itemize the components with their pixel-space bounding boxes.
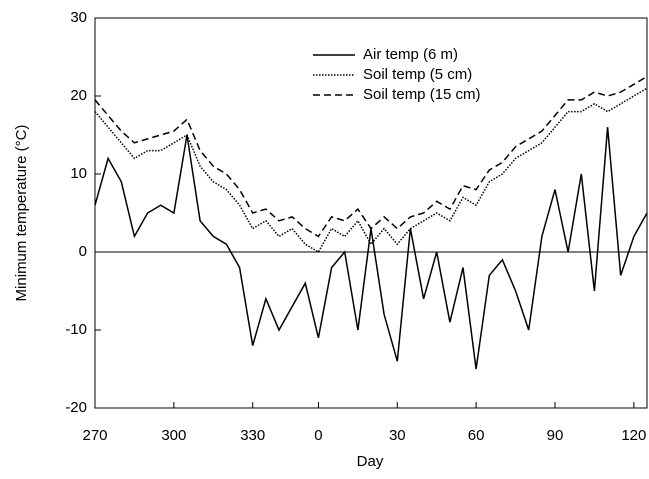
y-tick-label: -20 (65, 399, 87, 416)
series-line (94, 87, 648, 254)
y-tick-label: 20 (70, 87, 87, 104)
legend-label: Air temp (6 m) (363, 46, 458, 63)
y-tick-label: 0 (79, 243, 87, 260)
x-tick-label: 90 (547, 427, 564, 444)
legend-label: Soil temp (15 cm) (363, 86, 481, 103)
x-tick-label: 0 (314, 427, 322, 444)
x-axis-label: Day (357, 453, 384, 470)
x-tick-label: 330 (240, 427, 265, 444)
x-tick-label: 30 (389, 427, 406, 444)
x-tick-label: 60 (468, 427, 485, 444)
legend-label: Soil temp (5 cm) (363, 66, 472, 83)
x-tick-label: 120 (621, 427, 646, 444)
y-axis-label: Minimum temperature (°C) (13, 125, 30, 302)
series-line (94, 75, 648, 238)
x-tick-label: 300 (161, 427, 186, 444)
y-tick-label: 10 (70, 165, 87, 182)
series-line (94, 127, 648, 370)
x-tick-label: 270 (82, 427, 107, 444)
y-tick-label: 30 (70, 9, 87, 26)
y-tick-label: -10 (65, 321, 87, 338)
